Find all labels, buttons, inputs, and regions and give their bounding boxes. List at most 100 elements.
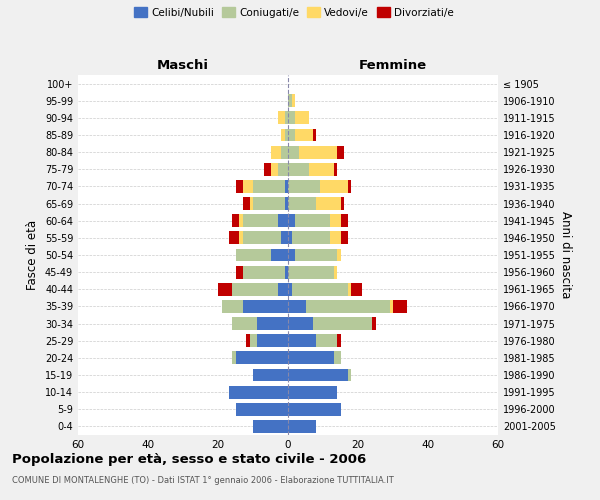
Bar (337, 248, 341, 262)
Bar (235, 403, 288, 415)
Bar (330, 232, 341, 244)
Text: Popolazione per età, sesso e stato civile - 2006: Popolazione per età, sesso e stato civil… (12, 452, 366, 466)
Bar (334, 266, 337, 278)
Bar (288, 248, 295, 262)
Bar (284, 112, 288, 124)
Text: COMUNE DI MONTALENGHE (TO) - Dati ISTAT 1° gennaio 2006 - Elaborazione TUTTITALI: COMUNE DI MONTALENGHE (TO) - Dati ISTAT … (12, 476, 394, 485)
Bar (288, 180, 320, 193)
Bar (292, 283, 347, 296)
Bar (347, 368, 351, 382)
Bar (334, 352, 341, 364)
Bar (288, 403, 341, 415)
Y-axis label: Fasce di età: Fasce di età (26, 220, 39, 290)
Bar (295, 248, 337, 262)
Bar (281, 146, 288, 158)
Bar (309, 163, 334, 175)
Bar (295, 112, 309, 124)
Bar (295, 128, 313, 141)
Bar (284, 180, 288, 193)
Bar (242, 266, 284, 278)
Bar (288, 146, 299, 158)
Bar (288, 94, 292, 107)
Bar (253, 368, 288, 382)
Bar (288, 300, 305, 313)
Bar (288, 283, 292, 296)
Bar (281, 128, 284, 141)
Bar (288, 317, 313, 330)
Bar (277, 112, 284, 124)
Bar (242, 300, 288, 313)
Bar (288, 352, 334, 364)
Bar (232, 283, 277, 296)
Bar (313, 317, 372, 330)
Bar (347, 283, 351, 296)
Bar (253, 197, 284, 210)
Bar (320, 180, 347, 193)
Bar (242, 214, 277, 227)
Text: Femmine: Femmine (359, 58, 427, 71)
Y-axis label: Anni di nascita: Anni di nascita (559, 212, 572, 298)
Bar (232, 214, 239, 227)
Bar (232, 352, 235, 364)
Bar (242, 197, 250, 210)
Bar (235, 352, 288, 364)
Bar (277, 163, 288, 175)
Bar (288, 112, 295, 124)
Bar (341, 232, 347, 244)
Bar (229, 232, 239, 244)
Bar (250, 197, 253, 210)
Legend: Celibi/Nubili, Coniugati/e, Vedovi/e, Divorziati/e: Celibi/Nubili, Coniugati/e, Vedovi/e, Di… (133, 5, 455, 20)
Bar (288, 197, 316, 210)
Bar (263, 163, 271, 175)
Bar (284, 266, 288, 278)
Bar (253, 180, 284, 193)
Bar (341, 214, 347, 227)
Bar (271, 163, 277, 175)
Bar (277, 283, 288, 296)
Bar (288, 368, 347, 382)
Bar (232, 317, 257, 330)
Bar (239, 232, 242, 244)
Bar (330, 214, 341, 227)
Bar (305, 300, 389, 313)
Bar (250, 334, 257, 347)
Bar (288, 214, 295, 227)
Bar (288, 420, 316, 433)
Bar (288, 266, 334, 278)
Bar (337, 334, 341, 347)
Bar (295, 214, 330, 227)
Bar (235, 180, 242, 193)
Bar (288, 163, 309, 175)
Bar (242, 232, 281, 244)
Bar (235, 266, 242, 278)
Bar (347, 180, 351, 193)
Bar (281, 232, 288, 244)
Bar (239, 214, 242, 227)
Bar (284, 197, 288, 210)
Bar (351, 283, 361, 296)
Bar (334, 163, 337, 175)
Bar (372, 317, 376, 330)
Bar (246, 334, 250, 347)
Bar (288, 232, 292, 244)
Bar (389, 300, 393, 313)
Bar (229, 386, 288, 398)
Bar (393, 300, 407, 313)
Bar (337, 146, 344, 158)
Bar (271, 146, 281, 158)
Bar (242, 180, 253, 193)
Bar (257, 334, 288, 347)
Bar (277, 214, 288, 227)
Bar (292, 94, 295, 107)
Bar (292, 232, 330, 244)
Bar (288, 386, 337, 398)
Bar (257, 317, 288, 330)
Bar (235, 248, 271, 262)
Text: Maschi: Maschi (157, 58, 209, 71)
Bar (271, 248, 288, 262)
Bar (253, 420, 288, 433)
Bar (221, 300, 242, 313)
Bar (288, 334, 316, 347)
Bar (288, 128, 295, 141)
Bar (313, 128, 316, 141)
